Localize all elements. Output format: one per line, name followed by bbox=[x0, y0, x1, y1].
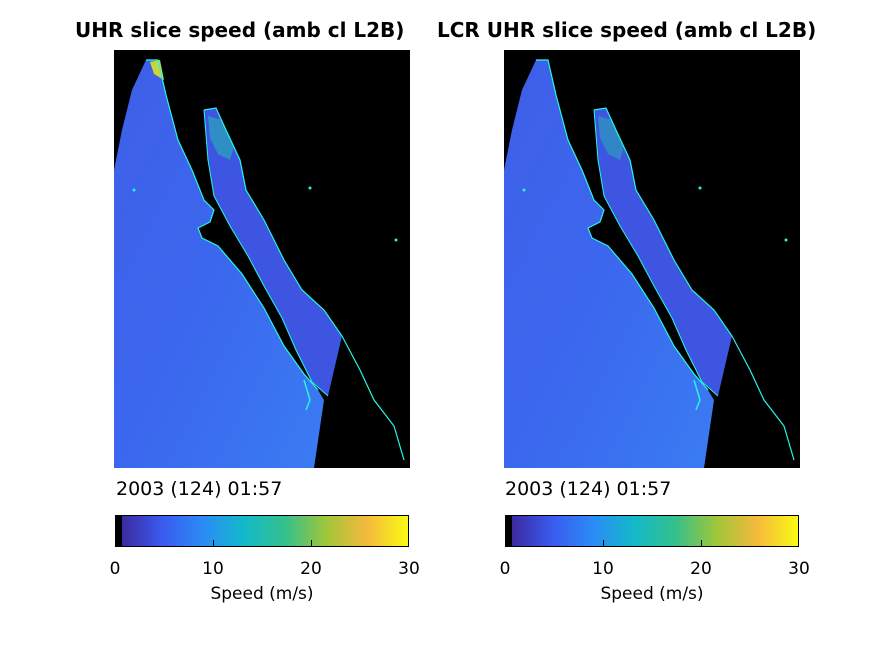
left-colorbar-tick: 20 bbox=[300, 559, 322, 579]
left-panel-title: UHR slice speed (amb cl L2B) bbox=[75, 18, 405, 42]
right-colorbar-tick: 30 bbox=[788, 559, 810, 579]
right-colorbar-gradient bbox=[506, 516, 798, 546]
right-timestamp: 2003 (124) 01:57 bbox=[505, 478, 672, 500]
right-colorbar-tickmark bbox=[701, 540, 702, 546]
right-panel-title: LCR UHR slice speed (amb cl L2B) bbox=[437, 18, 817, 42]
left-speed-map-graphic bbox=[114, 59, 405, 468]
right-colorbar bbox=[505, 515, 799, 547]
left-colorbar-tick: 0 bbox=[109, 559, 121, 579]
left-timestamp: 2003 (124) 01:57 bbox=[116, 478, 283, 500]
right-speed-map-graphic bbox=[504, 59, 795, 468]
left-colorbar-tick: 10 bbox=[202, 559, 224, 579]
left-colorbar-label: Speed (m/s) bbox=[210, 584, 314, 604]
right-colorbar-tick: 10 bbox=[592, 559, 614, 579]
left-colorbar bbox=[115, 515, 409, 547]
left-colorbar-tickmark bbox=[213, 540, 214, 546]
right-colorbar-tickmark bbox=[603, 540, 604, 546]
right-speed-map bbox=[504, 50, 800, 468]
right-colorbar-label: Speed (m/s) bbox=[600, 584, 704, 604]
left-speed-map bbox=[114, 50, 410, 468]
left-colorbar-tickmark bbox=[311, 540, 312, 546]
right-colorbar-tick: 20 bbox=[690, 559, 712, 579]
left-colorbar-tick: 30 bbox=[398, 559, 420, 579]
right-colorbar-tick: 0 bbox=[499, 559, 511, 579]
left-colorbar-gradient bbox=[116, 516, 408, 546]
